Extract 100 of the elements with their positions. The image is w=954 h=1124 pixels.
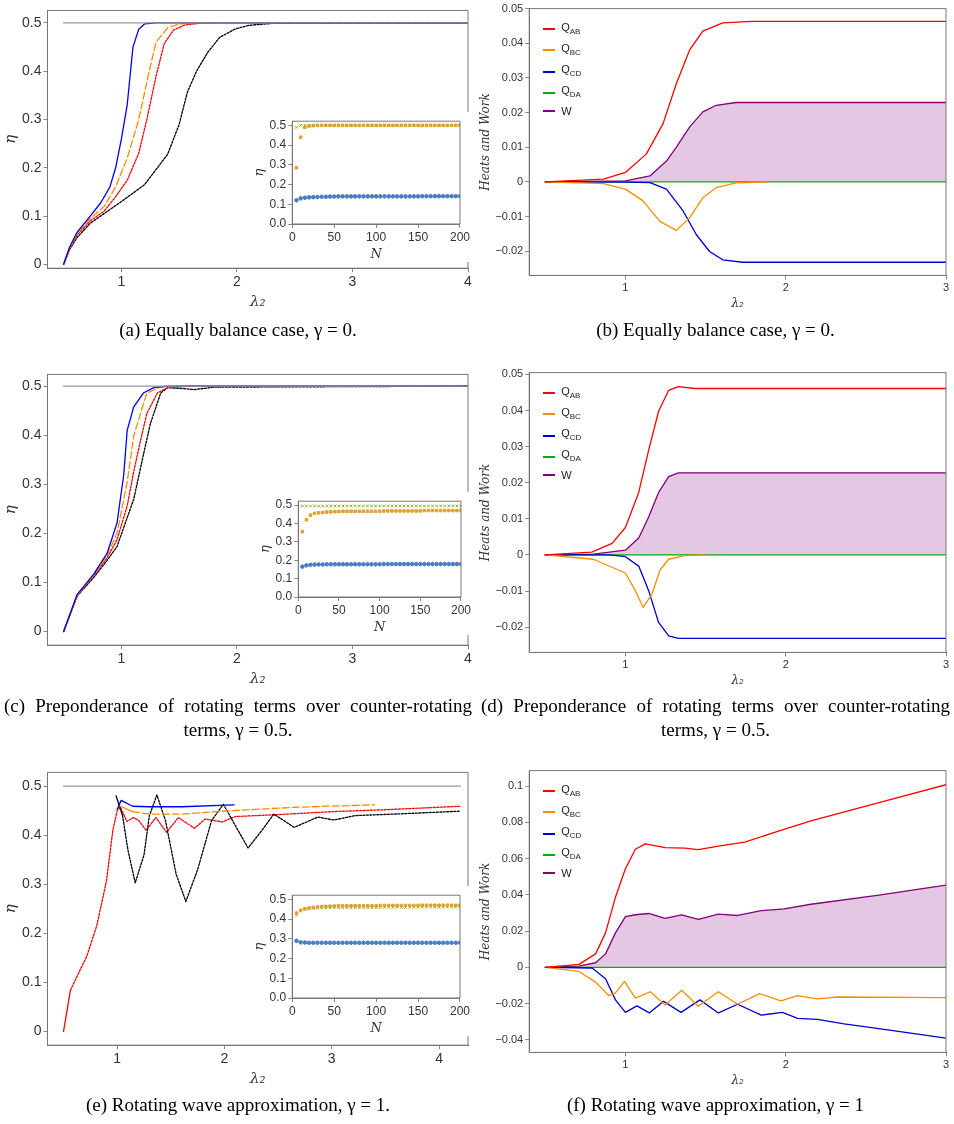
y-tick-label: 0.1 (507, 779, 524, 792)
x-tick-label: 150 (408, 229, 429, 244)
text: (e) Rotating wave approximation, γ = 1. (84, 1093, 391, 1117)
y-tick-label: 0.05 (501, 367, 524, 380)
x-tick-label: 150 (410, 602, 431, 617)
legend-label: W (561, 104, 572, 120)
y-tick-label: 0.1 (269, 196, 287, 211)
legend-label: Q$_{DA}$ (561, 83, 581, 102)
y-tick-label: −0.01 (495, 209, 524, 222)
y-tick-label: 0 (517, 960, 524, 973)
legend-label: Q$_{CD}$ (561, 425, 582, 445)
y-tick-label: 0.1 (21, 973, 42, 990)
y-tick-label: 0.5 (275, 497, 293, 512)
x-tick-label: 150 (408, 1003, 429, 1018)
y-tick-label: 0.4 (21, 826, 42, 843)
text: (a) Equally balance case, γ = 0. (118, 318, 358, 342)
text: (b) Equally balance case, γ = 0. (595, 318, 836, 342)
y-tick-label: 0.02 (501, 475, 524, 488)
x-tick-label: 50 (327, 229, 342, 244)
y-tick-label: 0.4 (275, 515, 293, 530)
legend-label: Q$_{CD}$ (561, 61, 582, 81)
x-axis-title: λ₂ (248, 668, 266, 687)
y-tick-label: 0.08 (501, 815, 524, 828)
y-tick-label: 0.04 (501, 887, 524, 900)
y-tick-label: 0.0 (275, 589, 293, 604)
y-tick-label: 0.1 (269, 970, 287, 985)
y-tick-label: 0.4 (269, 911, 287, 926)
x-axis-title: N (369, 1019, 383, 1035)
y-tick-label: 0.5 (269, 117, 287, 132)
x-axis-title: N (369, 245, 383, 261)
y-tick-label: −0.01 (495, 584, 524, 597)
x-tick-label: 4 (464, 650, 473, 667)
y-tick-label: 0.1 (21, 206, 42, 223)
y-tick-label: 0.1 (21, 573, 42, 590)
x-tick-label: 3 (348, 273, 357, 290)
y-axis-title: Heats and Work (478, 862, 493, 962)
y-tick-label: 0.01 (501, 140, 524, 153)
y-tick-label: 0.0 (269, 990, 287, 1005)
y-tick-label: 0.1 (275, 570, 293, 585)
x-axis-title: λ₂ (730, 672, 745, 687)
y-tick-label: 0.5 (21, 777, 42, 793)
x-tick-label: 2 (782, 1058, 789, 1071)
y-tick-label: 0 (33, 622, 42, 639)
y-tick-label: −0.04 (495, 1032, 524, 1045)
y-tick-label: −0.02 (495, 244, 524, 257)
y-axis-title: η (0, 505, 19, 515)
x-tick-label: 3 (942, 281, 950, 294)
x-tick-label: 1 (622, 658, 629, 671)
x-tick-label: 2 (233, 273, 242, 290)
legend-label: Q$_{DA}$ (561, 447, 581, 466)
y-tick-label: 0.2 (275, 552, 293, 567)
x-tick-label: 1 (622, 281, 629, 294)
text: (f) Rotating wave approximation, γ = 1 (565, 1093, 866, 1117)
y-tick-label: 0.3 (275, 534, 293, 549)
y-axis-title: η (257, 545, 273, 553)
y-tick-label: 0.2 (21, 924, 42, 941)
y-tick-label: 0.4 (21, 62, 42, 79)
y-tick-label: 0.3 (269, 931, 287, 946)
y-tick-label: 0.2 (21, 524, 42, 541)
y-axis-title: η (251, 942, 267, 951)
y-tick-label: 0.2 (269, 950, 287, 965)
x-tick-label: 50 (332, 602, 346, 617)
y-axis-title: η (251, 168, 267, 177)
y-tick-label: 0.3 (21, 475, 42, 492)
legend-label: Q$_{AB}$ (561, 383, 581, 402)
x-tick-label: 200 (449, 1003, 471, 1018)
x-tick-label: 200 (449, 229, 471, 244)
y-tick-label: 0 (517, 547, 524, 560)
y-tick-label: 0.3 (269, 157, 287, 172)
x-axis-title: λ₂ (730, 1072, 745, 1087)
y-axis-title: Heats and Work (478, 463, 493, 563)
y-tick-label: 0.4 (269, 137, 287, 152)
x-tick-label: 3 (327, 1050, 336, 1067)
legend-label: Q$_{BC}$ (561, 404, 581, 423)
x-tick-label: 3 (942, 1058, 950, 1071)
y-tick-label: −0.02 (495, 620, 524, 633)
y-tick-label: 0.4 (21, 426, 42, 443)
x-axis-title: λ₂ (248, 1068, 266, 1087)
y-tick-label: 0.03 (501, 70, 524, 83)
y-tick-label: 0.03 (501, 439, 524, 452)
y-tick-label: 0.5 (21, 377, 42, 394)
x-axis-title: N (372, 618, 386, 634)
x-axis-title: λ₂ (248, 291, 266, 310)
y-tick-label: 0.04 (501, 36, 524, 49)
x-tick-label: 100 (369, 602, 390, 617)
y-tick-label: 0.02 (501, 924, 524, 937)
y-tick-label: 0 (33, 1022, 42, 1039)
x-tick-label: 1 (117, 273, 126, 290)
text: (c) Preponderance of rotating terms over counter-rotating terms, γ = 0.5. (4, 694, 472, 742)
legend-label: Q$_{DA}$ (561, 845, 581, 864)
y-tick-label: 0.04 (501, 403, 524, 416)
legend-label: W (561, 468, 572, 484)
x-tick-label: 100 (366, 229, 387, 244)
x-tick-label: 1 (117, 650, 126, 667)
y-tick-label: 0.5 (269, 891, 287, 906)
x-tick-label: 2 (220, 1050, 229, 1067)
legend-label: Q$_{CD}$ (561, 823, 582, 843)
legend-label: Q$_{AB}$ (561, 19, 581, 38)
y-axis-title: Heats and Work (478, 93, 493, 192)
text: (d) Preponderance of rotating terms over counter-rotating terms, γ = 0.5. (481, 694, 950, 742)
